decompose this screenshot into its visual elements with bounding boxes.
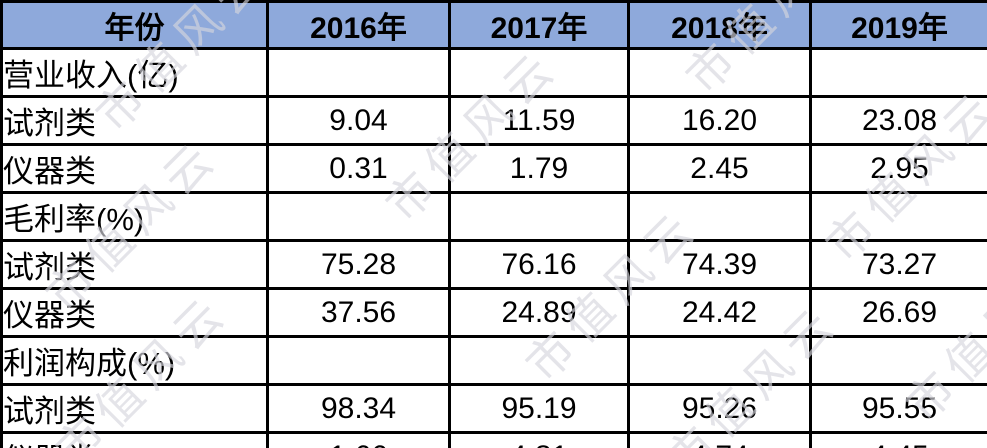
value-cell <box>266 47 451 98</box>
data-row: 仪器类 37.56 24.89 24.42 26.69 <box>0 287 987 338</box>
row-label: 试剂类 <box>0 383 269 434</box>
section-row: 营业收入(亿) <box>0 47 987 98</box>
value-cell <box>448 191 630 242</box>
value-cell: 23.08 <box>809 95 987 146</box>
value-cell: 37.56 <box>266 287 451 338</box>
value-cell <box>627 191 812 242</box>
value-cell: 11.59 <box>448 95 630 146</box>
table-header: 年份 2016年 2017年 2018年 2019年 <box>0 0 987 50</box>
row-label: 试剂类 <box>0 95 269 146</box>
section-label: 利润构成(%) <box>0 335 269 386</box>
value-cell <box>448 47 630 98</box>
section-row: 毛利率(%) <box>0 191 987 242</box>
value-cell: 95.19 <box>448 383 630 434</box>
section-row: 利润构成(%) <box>0 335 987 386</box>
value-cell: 95.26 <box>627 383 812 434</box>
table-body: 营业收入(亿) 试剂类 9.04 11.59 16.20 23.08 仪器类 0.31 1.79… <box>0 47 987 448</box>
section-label: 毛利率(%) <box>0 191 269 242</box>
row-label: 仪器类 <box>0 431 269 448</box>
row-label: 试剂类 <box>0 239 269 290</box>
value-cell <box>809 47 987 98</box>
value-cell: 95.55 <box>809 383 987 434</box>
value-cell <box>809 191 987 242</box>
value-cell: 16.20 <box>627 95 812 146</box>
header-cell-year-label: 年份 <box>0 0 269 50</box>
value-cell: 75.28 <box>266 239 451 290</box>
value-cell <box>448 335 630 386</box>
value-cell: 1.66 <box>266 431 451 448</box>
data-row: 试剂类 98.34 95.19 95.26 95.55 <box>0 383 987 434</box>
value-cell: 98.34 <box>266 383 451 434</box>
data-row: 仪器类1.664.814.744.45 <box>0 431 987 448</box>
value-cell: 4.74 <box>627 431 812 448</box>
value-cell <box>266 191 451 242</box>
value-cell: 9.04 <box>266 95 451 146</box>
header-cell-2018: 2018年 <box>627 0 812 50</box>
value-cell: 2.95 <box>809 143 987 194</box>
value-cell <box>627 47 812 98</box>
data-row: 试剂类 75.28 76.16 74.39 73.27 <box>0 239 987 290</box>
value-cell: 4.81 <box>448 431 630 448</box>
value-cell: 74.39 <box>627 239 812 290</box>
header-cell-2017: 2017年 <box>448 0 630 50</box>
value-cell: 24.89 <box>448 287 630 338</box>
value-cell: 73.27 <box>809 239 987 290</box>
value-cell: 1.79 <box>448 143 630 194</box>
header-cell-2016: 2016年 <box>266 0 451 50</box>
data-row: 试剂类 9.04 11.59 16.20 23.08 <box>0 95 987 146</box>
row-label: 仪器类 <box>0 143 269 194</box>
value-cell <box>627 335 812 386</box>
header-row: 年份 2016年 2017年 2018年 2019年 <box>0 0 987 50</box>
value-cell: 26.69 <box>809 287 987 338</box>
data-row: 仪器类 0.31 1.79 2.45 2.95 <box>0 143 987 194</box>
value-cell: 0.31 <box>266 143 451 194</box>
header-cell-2019: 2019年 <box>809 0 987 50</box>
section-label: 营业收入(亿) <box>0 47 269 98</box>
value-cell <box>809 335 987 386</box>
value-cell: 2.45 <box>627 143 812 194</box>
row-label: 仪器类 <box>0 287 269 338</box>
value-cell: 24.42 <box>627 287 812 338</box>
value-cell: 4.45 <box>809 431 987 448</box>
value-cell: 76.16 <box>448 239 630 290</box>
value-cell <box>266 335 451 386</box>
